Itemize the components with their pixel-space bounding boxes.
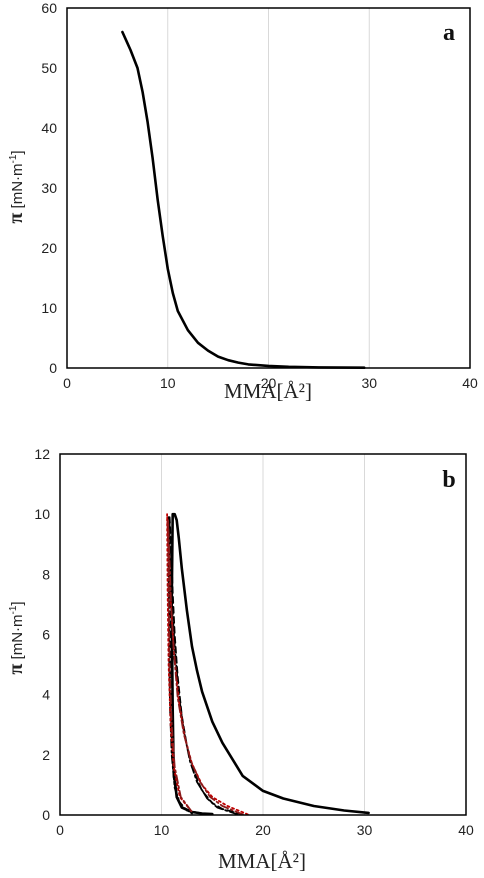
x-axis-label-a: MMA[Å²] (224, 379, 312, 403)
x-axis-label-b: MMA[Å²] (218, 849, 306, 873)
y-axis-sup-a: -1 (8, 154, 19, 163)
y-axis-close-b: ] (9, 601, 26, 605)
series-line-b-1 (170, 512, 370, 816)
y-tick-label-a: 30 (41, 180, 57, 196)
x-tick-label-a: 20 (261, 375, 277, 391)
grid-b (161, 454, 365, 815)
y-tick-label-b: 2 (42, 747, 50, 763)
x-ticks-b: 0 10 20 30 40 (56, 822, 474, 838)
x-tick-label-a: 0 (63, 375, 71, 391)
y-tick-label-a: 40 (41, 120, 57, 136)
y-axis-close-a: ] (9, 150, 26, 154)
y-axis-sup-b: -1 (8, 605, 19, 614)
x-tick-label-b: 10 (154, 822, 170, 838)
y-tick-label-a: 50 (41, 60, 57, 76)
y-tick-label-b: 10 (34, 506, 50, 522)
chart-panel-a: 0 10 20 30 40 0 10 20 30 40 50 60 a MMA[Å²] π [mN·… (5, 0, 478, 403)
y-axis-symbol-a: π (5, 213, 27, 224)
y-tick-label-a: 60 (41, 0, 57, 16)
y-tick-label-b: 4 (42, 687, 50, 703)
series-line-a-1 (121, 30, 366, 370)
y-axis-label-b: π [mN·m-1] (5, 601, 27, 674)
y-ticks-b: 0 2 4 6 8 10 12 (34, 446, 50, 823)
grid-a (167, 8, 370, 368)
x-tick-label-b: 40 (458, 822, 474, 838)
series-layer-b (166, 512, 370, 816)
x-ticks-a: 0 10 20 30 40 (63, 375, 478, 391)
y-ticks-a: 0 10 20 30 40 50 60 (41, 0, 57, 376)
chart-panel-b: 0 10 20 30 40 0 2 4 6 8 10 12 b MMA[Å²] π [mN·m-1] (5, 446, 474, 873)
series-line-b-4 (166, 513, 249, 816)
x-tick-label-b: 0 (56, 822, 64, 838)
y-tick-label-b: 0 (42, 807, 50, 823)
x-tick-label-a: 30 (361, 375, 377, 391)
y-tick-label-a: 20 (41, 240, 57, 256)
y-tick-label-b: 6 (42, 627, 50, 643)
y-tick-label-b: 8 (42, 566, 50, 582)
x-tick-label-a: 40 (462, 375, 478, 391)
panel-label-a: a (443, 20, 455, 46)
series-layer-a (121, 30, 366, 370)
y-tick-label-a: 0 (49, 360, 57, 376)
x-tick-label-b: 20 (255, 822, 271, 838)
y-axis-symbol-b: π (5, 664, 27, 675)
x-tick-label-b: 30 (357, 822, 373, 838)
plot-frame-b (59, 453, 467, 816)
y-axis-unit-b: [mN·m (9, 614, 26, 663)
plot-frame-a (66, 7, 471, 369)
y-axis-unit-a: [mN·m (9, 163, 26, 212)
y-tick-label-a: 10 (41, 300, 57, 316)
y-axis-label-a: π [mN·m-1] (5, 150, 27, 223)
x-tick-label-a: 10 (160, 375, 176, 391)
y-tick-label-b: 12 (34, 446, 50, 462)
panel-label-b: b (442, 467, 455, 493)
series-line-b-3 (167, 516, 239, 816)
series-line-b-5 (167, 519, 244, 816)
